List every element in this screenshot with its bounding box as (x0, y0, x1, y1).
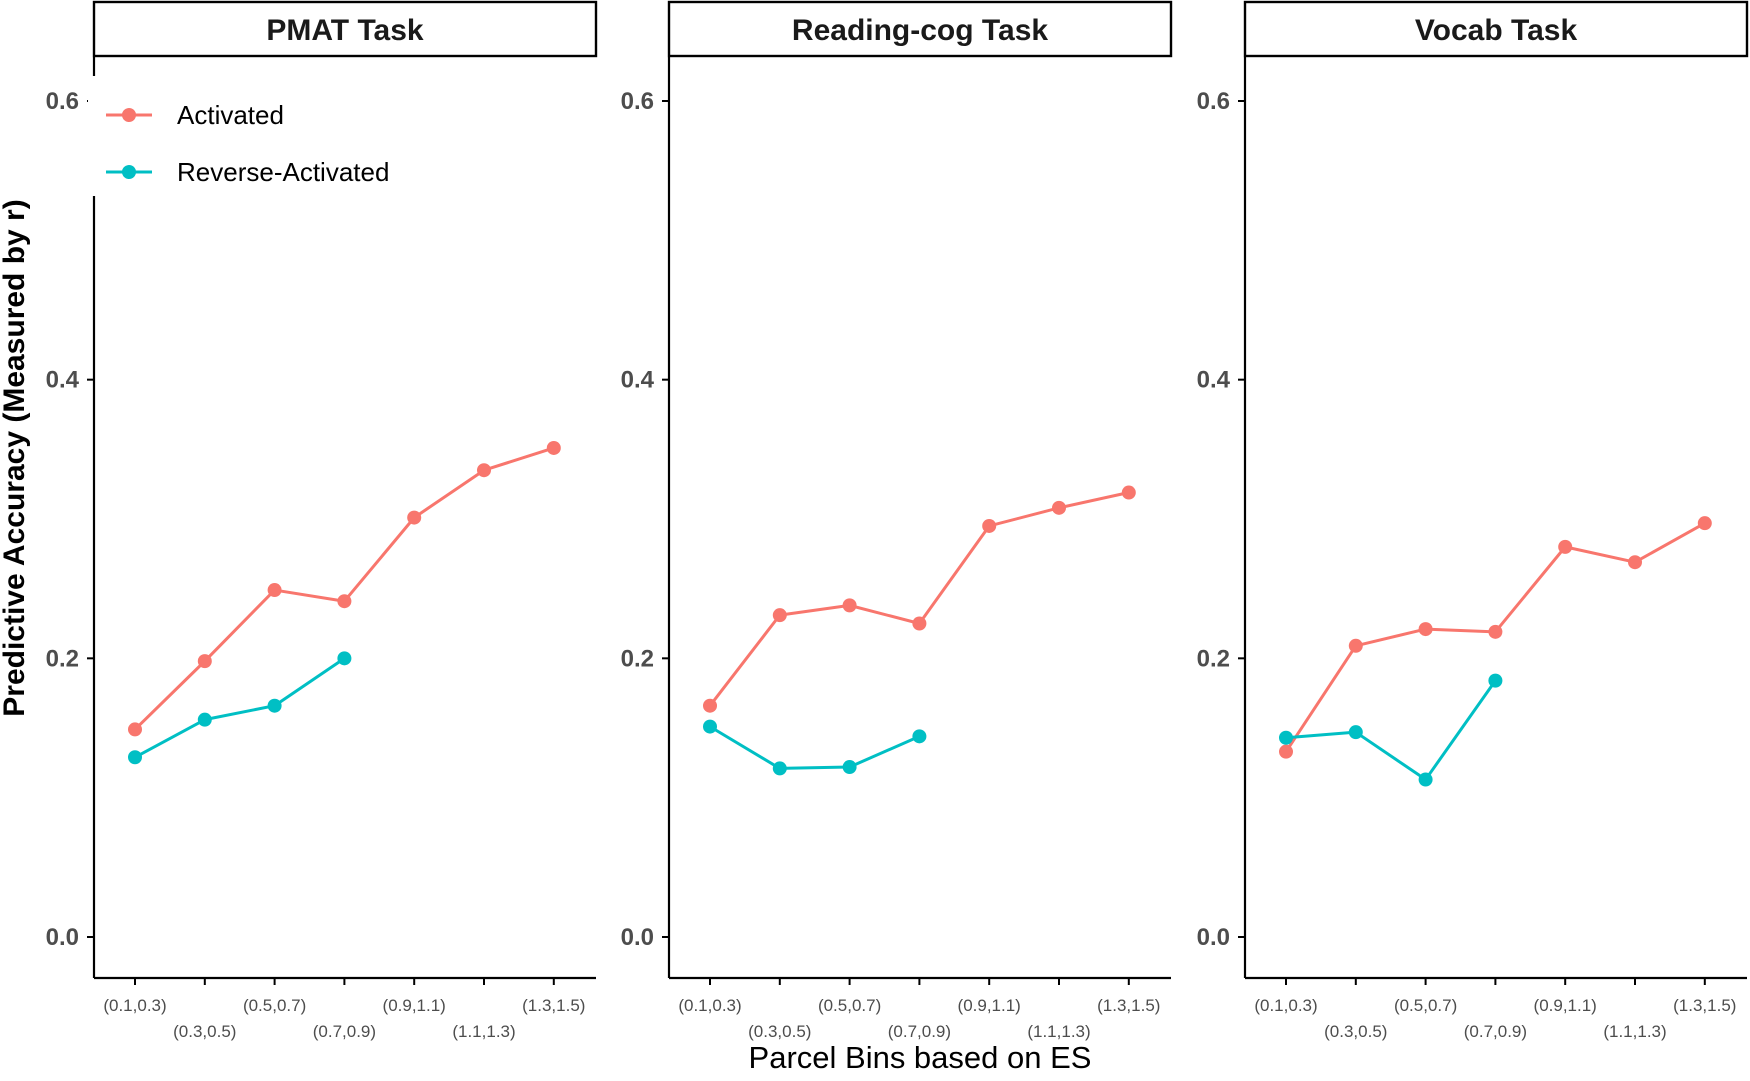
x-tick-label: (0.3,0.5) (173, 1022, 236, 1041)
legend-label-activated: Activated (177, 100, 284, 130)
data-point-activated (197, 654, 212, 669)
data-point-reverse-activated (842, 760, 857, 775)
x-tick-label: (0.9,1.1) (1534, 996, 1597, 1015)
panel-2: Reading-cog Task 0.0 0.2 0.4 0.6 (0.1,0.3) (0.… (621, 0, 1173, 1041)
y-tick-label: 0.0 (46, 924, 79, 951)
x-tick-label: (0.3,0.5) (748, 1022, 811, 1041)
data-point-activated (1418, 622, 1433, 637)
x-tick-label: (1.1,1.3) (1027, 1022, 1090, 1041)
data-point-activated (337, 594, 352, 609)
y-tick-label: 0.4 (46, 367, 80, 394)
y-tick-label: 0.4 (621, 367, 655, 394)
data-point-activated (1348, 638, 1363, 653)
panel-title: PMAT Task (266, 14, 424, 47)
x-tick-label: (0.9,1.1) (958, 996, 1021, 1015)
data-point-activated (1558, 539, 1573, 554)
panel-strip (667, 0, 1173, 58)
y-tick-label: 0.6 (1197, 88, 1230, 115)
y-tick-label: 0.6 (46, 88, 79, 115)
y-tick-label: 0.0 (621, 924, 654, 951)
x-tick-label: (0.1,0.3) (1254, 996, 1317, 1015)
data-point-reverse-activated (1418, 772, 1433, 787)
x-tick-label: (0.7,0.9) (888, 1022, 951, 1041)
data-point-reverse-activated (703, 719, 717, 734)
panel-title: Reading-cog Task (792, 14, 1048, 47)
series-line-reverse-activated (709, 725, 921, 770)
series-line-reverse-activated (1285, 679, 1497, 782)
x-tick-label: (0.5,0.7) (243, 996, 306, 1015)
data-point-reverse-activated (337, 651, 352, 666)
series-line-activated (133, 446, 555, 731)
data-point-reverse-activated (1279, 730, 1293, 745)
panel-3: Vocab Task 0.0 0.2 0.4 0.6 (0.1,0.3) (0.3,0.5)… (1197, 0, 1749, 1041)
y-tick-label: 0.2 (46, 645, 79, 672)
panel-strip (1243, 0, 1749, 58)
data-point-activated (1628, 555, 1642, 570)
x-tick-label: (0.7,0.9) (313, 1022, 376, 1041)
data-point-activated (267, 583, 282, 598)
data-point-activated (407, 510, 422, 525)
data-point-activated (128, 722, 142, 737)
x-tick-label: (0.5,0.7) (1394, 996, 1457, 1015)
panel-strip (92, 0, 598, 58)
legend-key-point-activated (122, 108, 136, 122)
y-tick-label: 0.0 (1197, 924, 1230, 951)
data-point-reverse-activated (1348, 725, 1363, 740)
x-tick-label: (0.5,0.7) (818, 996, 881, 1015)
data-point-activated (703, 698, 717, 713)
y-tick-label: 0.2 (1197, 645, 1230, 672)
data-point-activated (1052, 500, 1066, 515)
x-tick-label: (1.3,1.5) (1097, 996, 1160, 1015)
legend-label-reverse-activated: Reverse-Activated (177, 157, 389, 187)
panel-1: PMAT Task 0.0 0.2 0.4 0.6 (0.1,0.3) (0.3,0.5) (… (46, 0, 598, 1041)
y-axis-label: Predictive Accuracy (Measured by r) (0, 199, 31, 716)
data-point-activated (1121, 485, 1136, 500)
legend: Activated Reverse-Activated (88, 76, 440, 196)
legend-key-point-reverse-activated (122, 165, 136, 179)
data-point-reverse-activated (772, 761, 787, 776)
x-tick-label: (0.9,1.1) (383, 996, 446, 1015)
data-point-activated (1279, 744, 1293, 759)
y-tick-label: 0.6 (621, 88, 654, 115)
data-point-reverse-activated (267, 698, 282, 713)
x-tick-label: (1.1,1.3) (452, 1022, 515, 1041)
series-line-reverse-activated (134, 657, 346, 759)
x-tick-label: (1.3,1.5) (522, 996, 585, 1015)
data-point-activated (912, 616, 927, 631)
x-tick-label: (0.1,0.3) (678, 996, 741, 1015)
y-tick-label: 0.2 (621, 645, 654, 672)
legend-background (88, 76, 440, 196)
x-tick-label: (0.3,0.5) (1324, 1022, 1387, 1041)
x-tick-label: (0.7,0.9) (1464, 1022, 1527, 1041)
data-point-activated (1697, 516, 1712, 531)
x-tick-label: (0.1,0.3) (103, 996, 166, 1015)
data-point-reverse-activated (197, 712, 212, 727)
data-point-reverse-activated (128, 750, 142, 765)
data-point-reverse-activated (912, 729, 927, 744)
y-tick-label: 0.4 (1197, 367, 1231, 394)
data-point-activated (772, 608, 787, 623)
series-line-activated (708, 491, 1130, 707)
data-point-activated (546, 440, 561, 455)
panels: PMAT Task 0.0 0.2 0.4 0.6 (0.1,0.3) (0.3,0.5) (… (46, 0, 1749, 1041)
data-point-reverse-activated (1488, 673, 1503, 688)
x-tick-label: (1.1,1.3) (1603, 1022, 1666, 1041)
data-point-activated (982, 518, 997, 533)
x-tick-label: (1.3,1.5) (1673, 996, 1736, 1015)
x-axis-label: Parcel Bins based on ES (749, 1040, 1092, 1075)
panel-title: Vocab Task (1415, 14, 1578, 47)
data-point-activated (1488, 624, 1503, 639)
data-point-activated (842, 598, 857, 613)
data-point-activated (477, 463, 491, 478)
